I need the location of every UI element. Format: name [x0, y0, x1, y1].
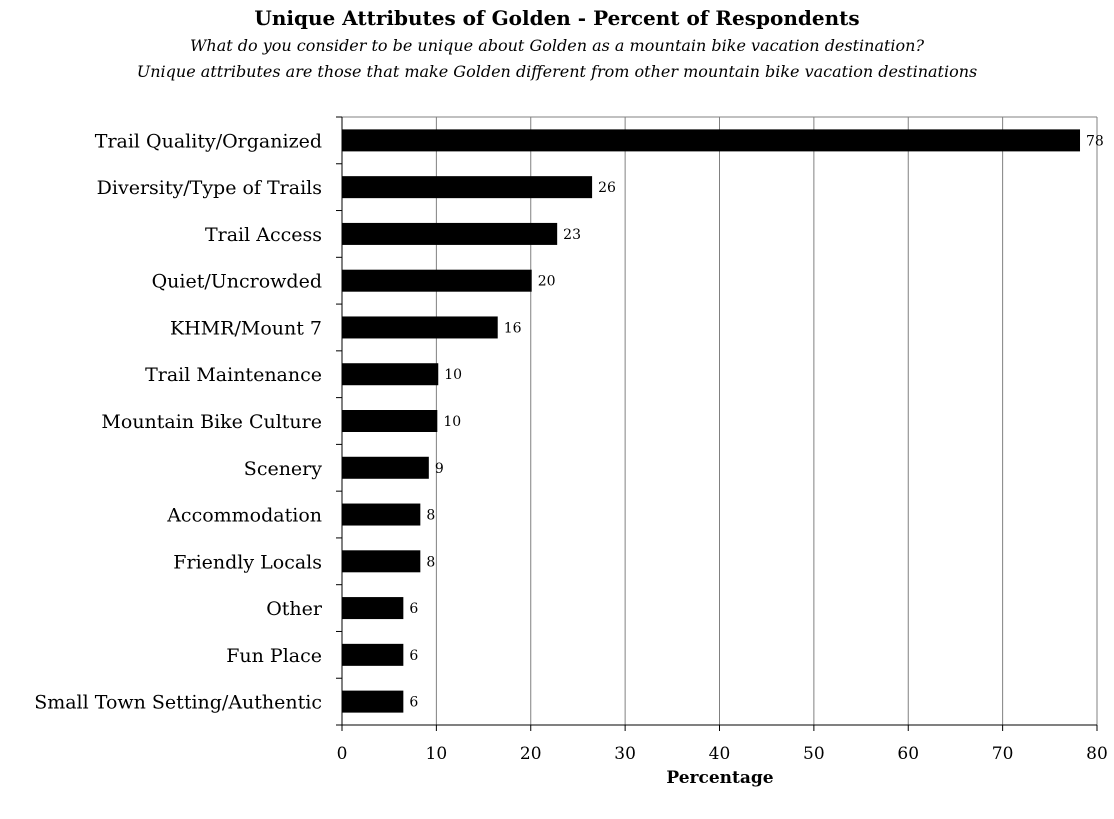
chart-title: Unique Attributes of Golden - Percent of…	[254, 6, 859, 30]
bar	[342, 129, 1081, 152]
category-label: Trail Maintenance	[145, 364, 322, 386]
data-label: 23	[563, 227, 581, 243]
category-label: Trail Quality/Organized	[95, 130, 322, 152]
category-label: Mountain Bike Culture	[101, 411, 322, 433]
x-tick-label: 30	[614, 744, 636, 764]
bar	[342, 503, 421, 526]
data-label: 10	[444, 367, 462, 383]
data-label: 8	[426, 508, 435, 524]
x-tick-label: 0	[337, 744, 348, 764]
bar	[342, 597, 404, 620]
category-label: Other	[266, 598, 323, 620]
gridlines	[342, 116, 1098, 725]
category-label: Trail Access	[205, 224, 322, 246]
data-label: 16	[504, 320, 522, 336]
axes	[336, 116, 1098, 731]
chart-subtitle-line-1: What do you consider to be unique about …	[190, 36, 925, 55]
x-tick-label: 20	[520, 744, 542, 764]
data-label: 6	[409, 648, 418, 664]
data-label: 6	[409, 601, 418, 617]
data-label: 26	[598, 180, 616, 196]
data-label: 10	[443, 414, 461, 430]
bar	[342, 316, 498, 339]
data-label: 8	[426, 554, 435, 570]
bar	[342, 550, 421, 573]
category-label: Diversity/Type of Trails	[97, 177, 322, 199]
data-label: 20	[538, 274, 556, 290]
bars	[342, 129, 1081, 713]
bar	[342, 410, 438, 432]
x-tick-label: 80	[1086, 744, 1108, 764]
category-label: Quiet/Uncrowded	[152, 271, 322, 293]
category-label: Scenery	[244, 458, 322, 480]
data-label: 9	[435, 461, 444, 477]
bar	[342, 222, 558, 245]
bar	[342, 643, 404, 666]
x-tick-label: 50	[803, 744, 825, 764]
labels: 0 10 20 30 40 50 60 70 80 Trail Quality/Organized…	[34, 130, 1108, 764]
x-tick-label: 40	[709, 744, 731, 764]
category-label: Accommodation	[166, 505, 322, 527]
bar	[342, 690, 404, 713]
category-label: Fun Place	[226, 645, 322, 667]
x-axis-title: Percentage	[666, 768, 773, 788]
category-label: Friendly Locals	[173, 551, 322, 573]
category-label: KHMR/Mount 7	[170, 317, 322, 339]
x-tick-label: 10	[426, 744, 448, 764]
x-tick-label: 60	[897, 744, 919, 764]
category-label: Small Town Setting/Authentic	[34, 692, 322, 714]
chart-subtitle-line-2: Unique attributes are those that make Go…	[137, 62, 977, 81]
bar	[342, 363, 439, 386]
bar	[342, 176, 593, 199]
data-label: 6	[409, 695, 418, 711]
bar	[342, 269, 532, 292]
bar	[342, 456, 429, 479]
x-tick-label: 70	[992, 744, 1014, 764]
data-label: 78	[1086, 133, 1104, 149]
